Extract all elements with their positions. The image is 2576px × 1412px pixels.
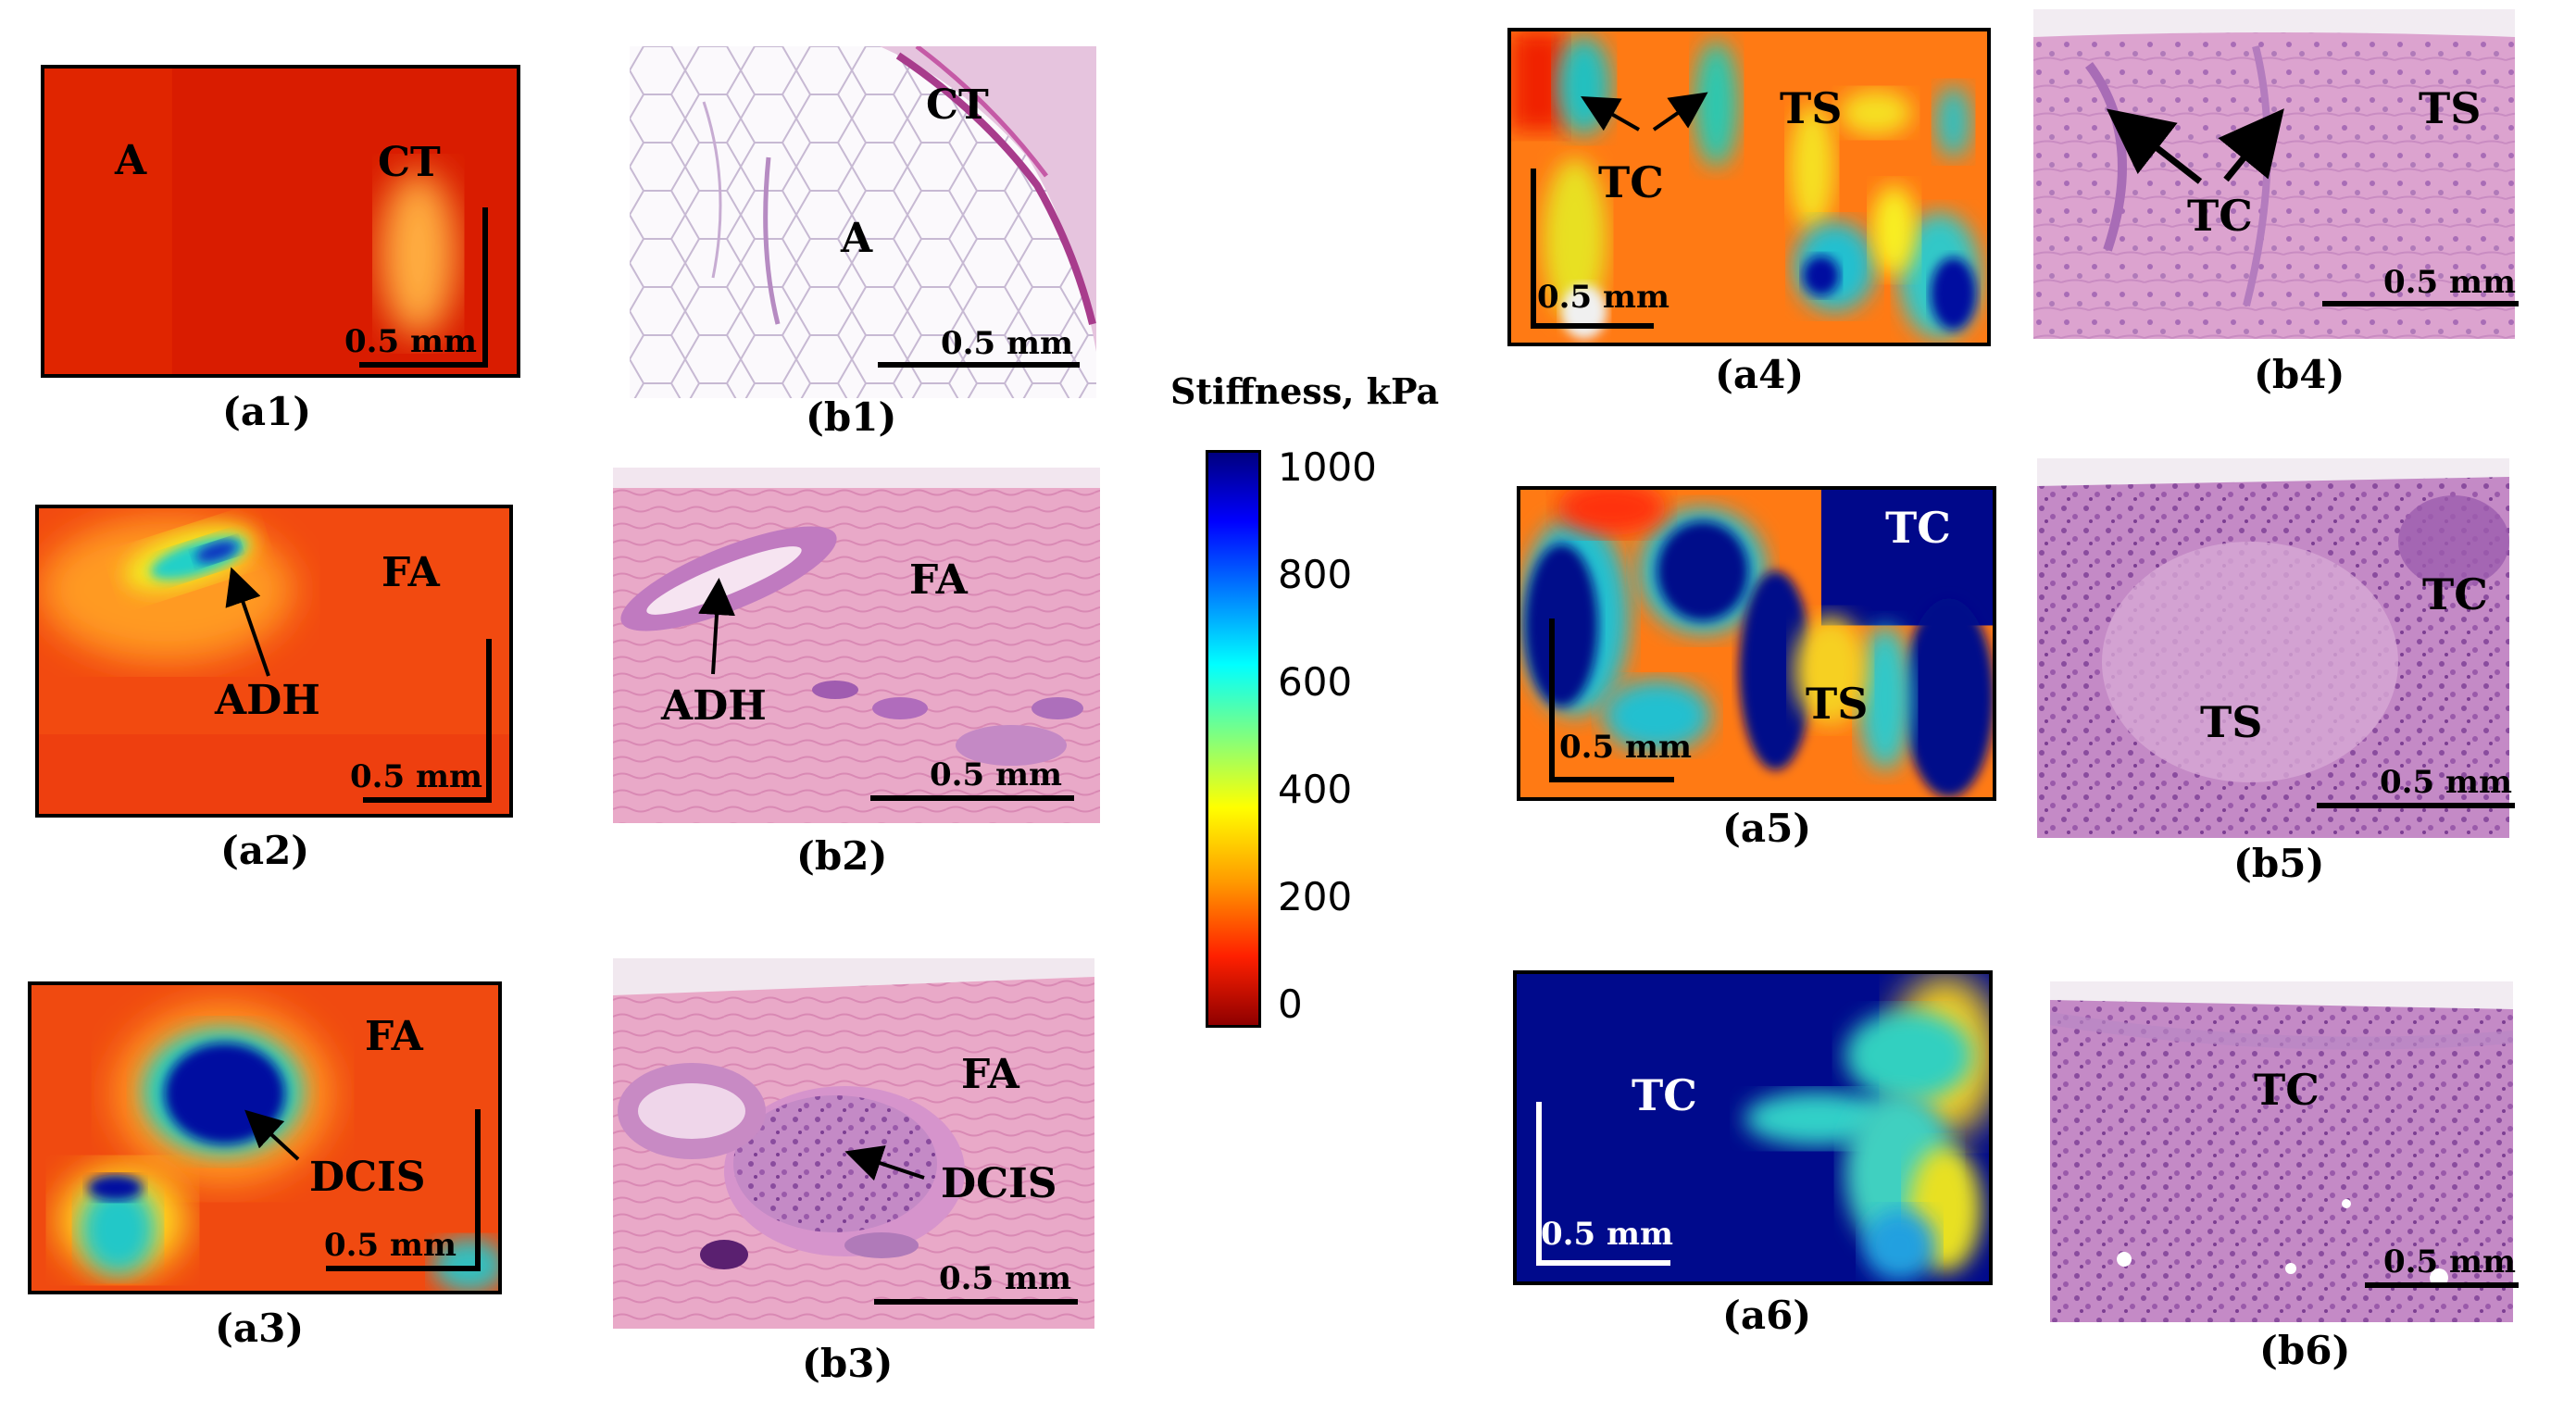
scale-label-a4: 0.5 mm (1537, 279, 1669, 316)
colorbar-tick-400: 400 (1278, 767, 1353, 812)
label-adipose: A (841, 215, 873, 262)
caption-b6: (b6) (2259, 1328, 2351, 1373)
histology-b6: TC (2050, 981, 2513, 1322)
label-dcis: DCIS (309, 1154, 426, 1201)
scale-label-b4: 0.5 mm (2383, 264, 2516, 301)
label-tumor-cells: TC (1885, 503, 1951, 553)
scale-label-a2: 0.5 mm (350, 758, 482, 795)
scale-label-a3: 0.5 mm (324, 1227, 456, 1264)
label-tumor-cells: TC (2254, 1065, 2320, 1115)
caption-b3: (b3) (802, 1341, 894, 1386)
caption-a4: (a4) (1715, 352, 1805, 397)
caption-b2: (b2) (796, 833, 888, 879)
label-tumor-cells: TC (2187, 191, 2253, 241)
label-tumor-cells: TC (1632, 1070, 1697, 1120)
colorbar (1206, 450, 1261, 1028)
caption-b4: (b4) (2254, 352, 2345, 397)
caption-a2: (a2) (220, 828, 310, 873)
colorbar-title: Stiffness, kPa (1170, 370, 1440, 412)
label-tumor-stroma: TS (2200, 697, 2263, 747)
histology-b5: TC TS (2037, 458, 2509, 838)
scale-label-a5: 0.5 mm (1559, 729, 1692, 766)
label-tumor-stroma: TS (1806, 679, 1869, 729)
histology-b1: CT A (630, 46, 1096, 398)
scale-label-a6: 0.5 mm (1541, 1216, 1673, 1253)
label-tumor-stroma: TS (1780, 83, 1843, 133)
colorbar-tick-600: 600 (1278, 659, 1353, 705)
caption-a3: (a3) (215, 1306, 305, 1351)
scale-label-b2: 0.5 mm (930, 756, 1062, 793)
colorbar-tick-800: 800 (1278, 552, 1353, 597)
label-fibroadenoma: FA (381, 549, 440, 596)
label-adh: ADH (215, 677, 320, 724)
label-adipose: A (115, 137, 147, 184)
scale-label-b1: 0.5 mm (941, 325, 1073, 362)
caption-a6: (a6) (1722, 1293, 1812, 1338)
caption-b1: (b1) (806, 394, 897, 440)
colorbar-tick-0: 0 (1278, 981, 1303, 1027)
scale-label-b3: 0.5 mm (939, 1260, 1071, 1297)
label-tumor-cells: TC (2422, 569, 2488, 619)
caption-a1: (a1) (222, 389, 312, 434)
scale-label-b6: 0.5 mm (2383, 1243, 2516, 1281)
scale-label-b5: 0.5 mm (2380, 764, 2512, 801)
label-fibroadenoma: FA (365, 1013, 423, 1060)
caption-a5: (a5) (1722, 806, 1812, 851)
colorbar-tick-1000: 1000 (1278, 444, 1377, 490)
label-fibroadenoma: FA (909, 556, 968, 604)
scale-label-a1: 0.5 mm (344, 323, 477, 360)
label-tumor-stroma: TS (2419, 83, 2482, 133)
label-adh: ADH (661, 682, 767, 730)
caption-b5: (b5) (2233, 841, 2325, 886)
label-connective-tissue: CT (378, 139, 441, 186)
histology-b2: FA ADH (613, 468, 1100, 823)
label-connective-tissue: CT (926, 81, 989, 129)
colorbar-tick-200: 200 (1278, 874, 1353, 919)
label-tumor-cells: TC (1598, 157, 1664, 207)
label-dcis: DCIS (941, 1160, 1057, 1207)
label-fibroadenoma: FA (961, 1051, 1019, 1098)
